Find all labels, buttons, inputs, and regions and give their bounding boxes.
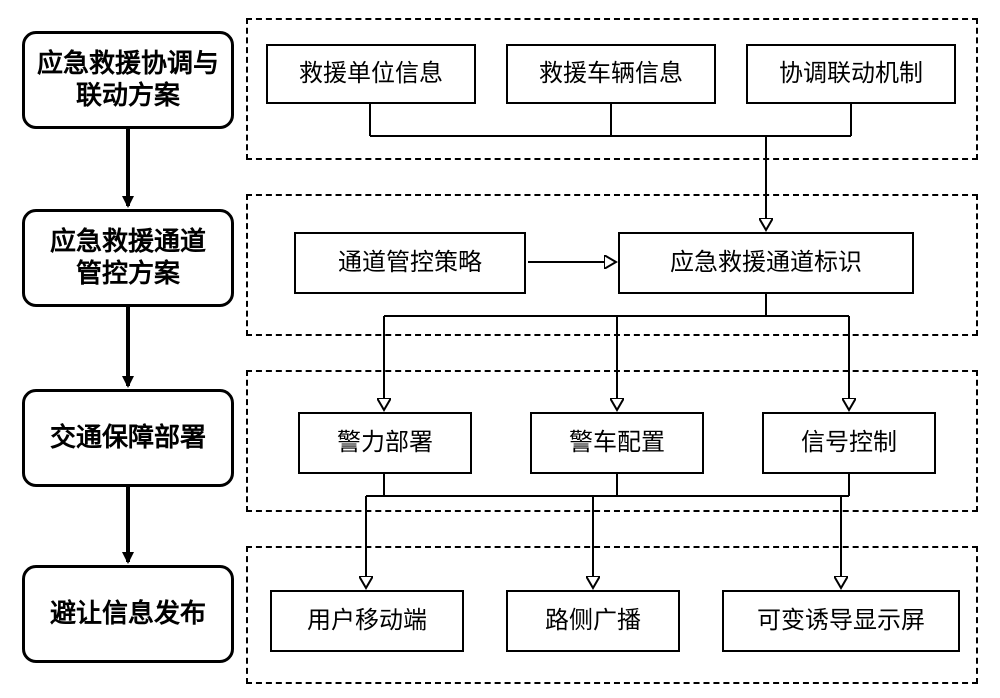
node-coord-mech: 协调联动机制: [746, 44, 956, 104]
node-police-deploy: 警力部署: [298, 412, 472, 474]
node-channel-strategy: 通道管控策略: [294, 232, 526, 294]
stage-label-2: 交通保障部署: [50, 422, 206, 455]
stage-label-3: 避让信息发布: [50, 598, 206, 631]
stage-box-2: 交通保障部署: [22, 389, 234, 487]
node-roadside-bc: 路侧广播: [506, 590, 680, 652]
node-label-vms-screen: 可变诱导显示屏: [757, 607, 925, 636]
node-label-user-mobile: 用户移动端: [307, 607, 427, 636]
node-label-channel-sign: 应急救援通道标识: [670, 249, 862, 278]
diagram-canvas: 应急救援协调与联动方案 救援单位信息 救援车辆信息 协调联动机制应急救援通道管控方案 通…: [0, 0, 1000, 698]
stage-label-0: 应急救援协调与联动方案: [37, 48, 219, 113]
node-label-roadside-bc: 路侧广播: [545, 607, 641, 636]
node-user-mobile: 用户移动端: [270, 590, 464, 652]
stage-box-3: 避让信息发布: [22, 565, 234, 663]
stage-box-0: 应急救援协调与联动方案: [22, 31, 234, 129]
stage-label-1: 应急救援通道管控方案: [50, 226, 206, 291]
node-label-police-car: 警车配置: [569, 429, 665, 458]
node-police-car: 警车配置: [530, 412, 704, 474]
node-label-signal-ctrl: 信号控制: [801, 429, 897, 458]
node-label-vehicle-info: 救援车辆信息: [539, 60, 683, 89]
node-channel-sign: 应急救援通道标识: [618, 232, 914, 294]
node-label-unit-info: 救援单位信息: [299, 60, 443, 89]
node-label-coord-mech: 协调联动机制: [779, 60, 923, 89]
node-unit-info: 救援单位信息: [266, 44, 476, 104]
node-label-police-deploy: 警力部署: [337, 429, 433, 458]
node-vehicle-info: 救援车辆信息: [506, 44, 716, 104]
node-signal-ctrl: 信号控制: [762, 412, 936, 474]
node-label-channel-strategy: 通道管控策略: [338, 249, 482, 278]
stage-box-1: 应急救援通道管控方案: [22, 209, 234, 307]
node-vms-screen: 可变诱导显示屏: [722, 590, 960, 652]
